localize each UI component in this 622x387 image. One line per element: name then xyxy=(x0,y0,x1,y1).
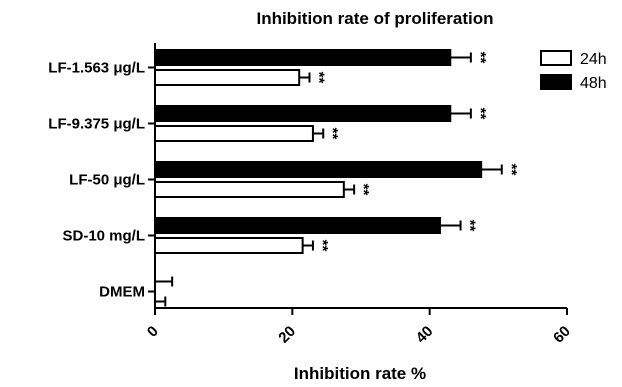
significance-marker: ** xyxy=(355,184,372,196)
category-label: SD-10 mg/L xyxy=(62,228,145,245)
category-label: DMEM xyxy=(99,284,145,301)
plot-area: 0 20 40 60 LF-1.563 μg/L ** ** LF-9.375 μg/L ** *… xyxy=(48,43,574,347)
category-label: LF-9.375 μg/L xyxy=(48,116,145,133)
legend-swatch-24h xyxy=(540,50,572,66)
bar-24h xyxy=(154,69,301,86)
chart-title: Inhibition rate of proliferation xyxy=(256,9,493,28)
legend-swatch-48h xyxy=(540,74,572,90)
bar-48h xyxy=(154,105,452,122)
x-tick-label: 0 xyxy=(144,323,162,341)
bar-48h xyxy=(154,49,452,66)
x-tick-label: 60 xyxy=(550,323,574,347)
legend-label-24h: 24h xyxy=(580,51,607,68)
legend-label-48h: 48h xyxy=(580,75,607,92)
significance-marker: ** xyxy=(503,164,520,176)
bar-24h xyxy=(154,237,304,254)
bar-48h xyxy=(154,217,441,234)
bar-48h xyxy=(154,161,483,178)
significance-marker: ** xyxy=(324,128,341,140)
bar-24h xyxy=(154,181,345,198)
significance-marker: ** xyxy=(472,52,489,64)
bar-24h xyxy=(154,125,314,142)
significance-marker: ** xyxy=(472,108,489,120)
significance-marker: ** xyxy=(462,220,479,232)
category-label: LF-1.563 μg/L xyxy=(48,60,145,77)
x-tick-label: 20 xyxy=(275,323,299,347)
significance-marker: ** xyxy=(311,72,328,84)
x-axis-label: Inhibition rate % xyxy=(294,364,426,383)
x-tick-label: 40 xyxy=(413,323,437,347)
significance-marker: ** xyxy=(314,240,331,252)
category-label: LF-50 μg/L xyxy=(69,172,145,189)
